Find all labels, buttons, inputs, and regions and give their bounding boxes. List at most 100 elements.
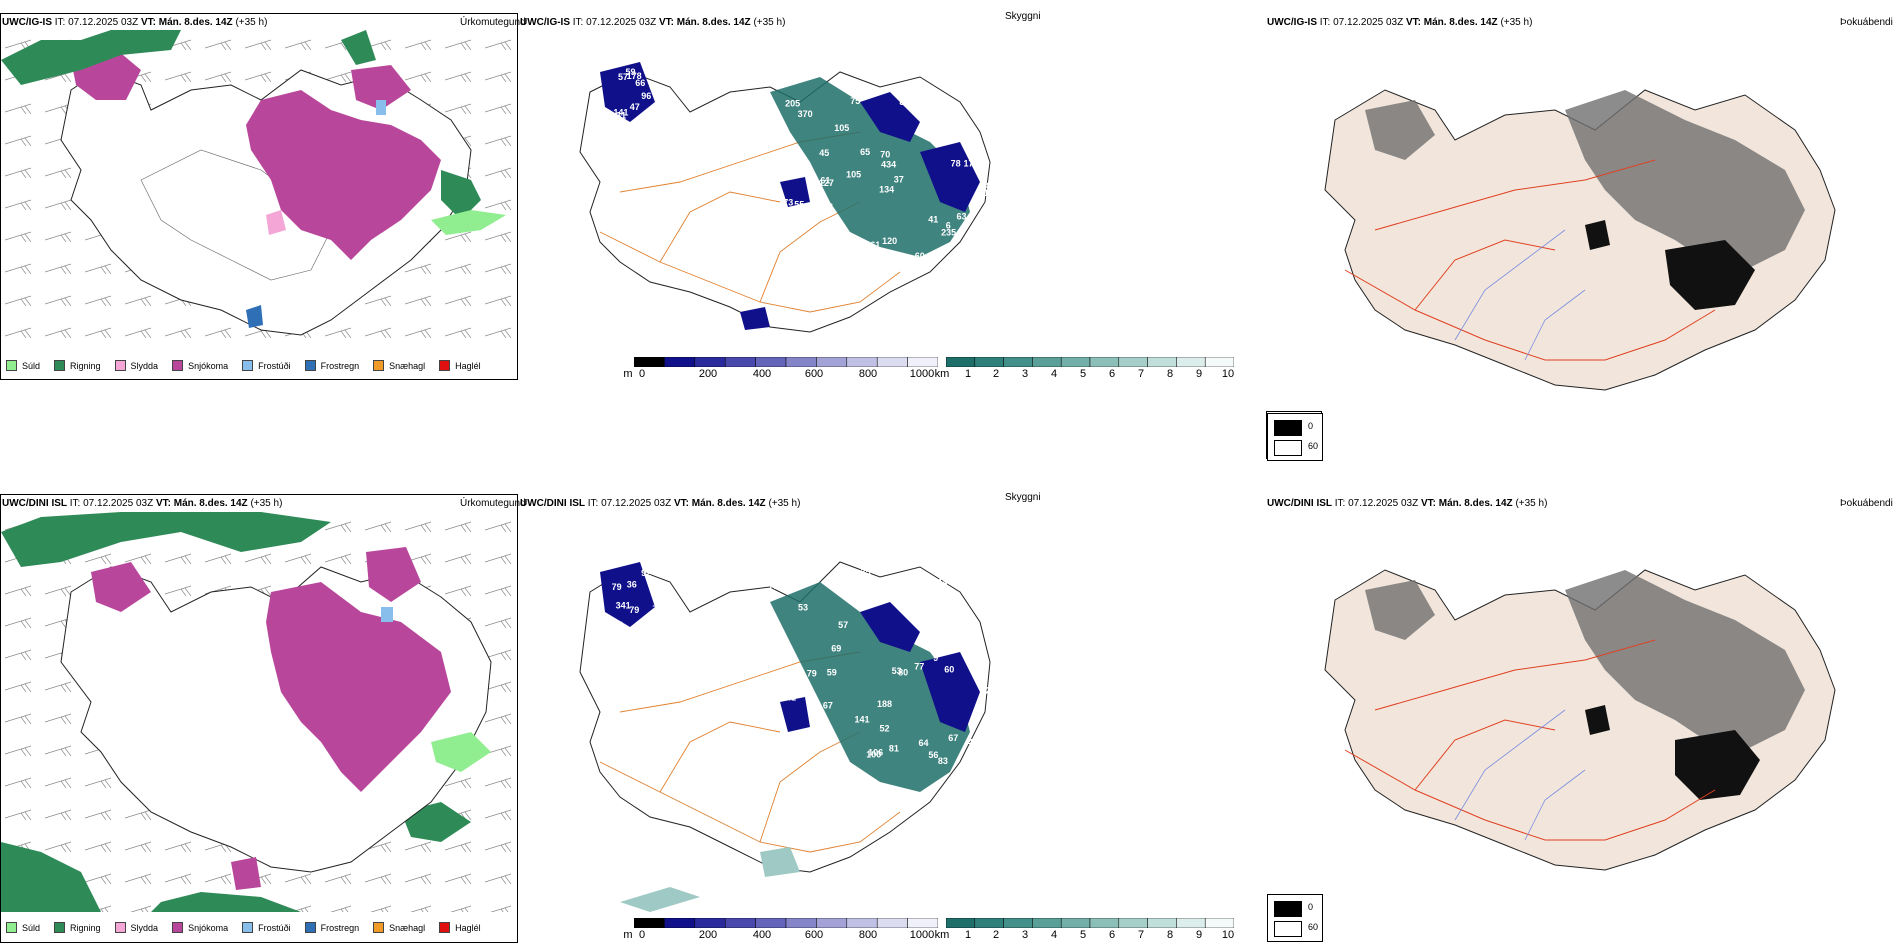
fog-key-light	[1274, 921, 1302, 937]
precip-freezing	[246, 100, 386, 328]
visibility-colorbar-labels: km 1 2 3 4 5 6 7 8 9 10	[934, 368, 1235, 380]
fog-header: UWC/DINI ISL IT: 07.12.2025 03Z VT: Mán.…	[1267, 498, 1548, 509]
visibility-value-label: 79	[807, 669, 817, 679]
height-colorbar-labels: m 0 200 400 600 800 1000	[623, 368, 935, 380]
height-colorbar	[634, 918, 938, 928]
colorbar-segment	[785, 918, 817, 928]
visibility-value-label: 52	[614, 544, 624, 554]
visibility-value-label: 31	[616, 111, 626, 121]
visibility-value-label: 71	[603, 545, 613, 555]
legend-swatch	[54, 922, 66, 933]
visibility-value-label: 172	[963, 159, 978, 169]
legend-swatch	[242, 360, 254, 371]
precip-panel-title: Úrkomutegund	[460, 498, 526, 509]
visibility-header: UWC/IG-IS IT: 07.12.2025 03Z VT: Mán. 8.…	[520, 17, 786, 28]
precip-map	[1, 30, 517, 350]
legend-item: Rigning	[54, 922, 101, 933]
colorbar-segment	[1204, 918, 1234, 928]
visibility-panel-title: Skyggni	[1005, 11, 1041, 22]
fog-header: UWC/IG-IS IT: 07.12.2025 03Z VT: Mán. 8.…	[1267, 17, 1533, 28]
visibility-value-label: 67	[948, 733, 958, 743]
legend-item: Frostúði	[242, 360, 291, 371]
visibility-value-label: 77	[914, 661, 924, 671]
height-high-area	[600, 562, 980, 732]
visibility-low-area-south	[620, 847, 800, 912]
visibility-value-label: 71	[769, 581, 779, 591]
visibility-value-label: 43	[763, 127, 773, 137]
visibility-value-label: 63	[956, 211, 966, 221]
visibility-value-label: 96	[641, 91, 651, 101]
visibility-value-label: 133	[596, 557, 611, 567]
visibility-value-label: 78	[951, 158, 961, 168]
height-colorbar	[634, 357, 938, 367]
visibility-value-label: 89	[899, 97, 909, 107]
legend-swatch	[54, 360, 66, 371]
visibility-value-label: 61	[590, 569, 600, 579]
colorbar-segment	[785, 357, 817, 367]
visibility-value-label: 43	[942, 622, 952, 632]
fog-key-dark	[1274, 901, 1302, 917]
precip-sleet	[266, 210, 286, 235]
colorbar-segment	[755, 918, 787, 928]
visibility-value-label: 62	[981, 685, 991, 695]
visibility-value-label: 57	[838, 620, 848, 630]
visibility-value-label: 64	[955, 247, 965, 257]
visibility-value-label: 61	[820, 176, 830, 186]
visibility-value-label: 75	[850, 96, 860, 106]
legend-swatch	[6, 922, 17, 933]
legend-swatch	[242, 922, 254, 933]
legend-swatch	[6, 360, 17, 371]
colorbar-segment	[634, 918, 665, 928]
legend-swatch	[304, 360, 316, 371]
visibility-value-label: 11	[976, 91, 986, 101]
visibility-value-label: 370	[798, 109, 813, 119]
colorbar-segment	[1089, 918, 1120, 928]
colorbar-segment	[1060, 357, 1091, 367]
visibility-colorbar-labels: km 1 2 3 4 5 6 7 8 9 10	[934, 929, 1235, 941]
colorbar-segment	[1032, 918, 1062, 928]
fog-key-dark	[1274, 420, 1302, 436]
precip-rain	[1, 30, 481, 220]
colorbar-segment	[664, 357, 696, 367]
visibility-panel-title: Skyggni	[1005, 492, 1041, 503]
visibility-value-label: 100	[866, 750, 881, 760]
visibility-value-label: 141	[854, 714, 869, 724]
visibility-value-label: 37	[894, 175, 904, 185]
precip-freezing	[381, 607, 393, 622]
visibility-value-label: 178	[627, 71, 642, 81]
legend-swatch	[172, 360, 184, 371]
visibility-value-label: 45	[932, 643, 942, 653]
visibility-value-label: 79	[612, 582, 622, 592]
visibility-value-label: 60	[915, 251, 925, 261]
fog-panel-title: Þokuábendi	[1840, 17, 1893, 28]
colorbar-segment	[816, 918, 848, 928]
colorbar-segment	[724, 357, 756, 367]
visibility-value-label: 66	[635, 78, 645, 88]
fog-map	[1324, 89, 1836, 391]
visibility-value-label: 88	[589, 97, 599, 107]
precip-snow	[71, 45, 441, 260]
visibility-value-label: 61	[983, 715, 993, 725]
visibility-value-label: 70	[880, 150, 890, 160]
visibility-value-label: 52	[879, 724, 889, 734]
visibility-value-label: 59	[625, 67, 635, 77]
colorbar-segment	[846, 357, 878, 367]
visibility-value-label: 64	[966, 238, 976, 248]
visibility-value-label: 74	[984, 103, 994, 113]
legend-swatch	[172, 922, 184, 933]
visibility-value-label: 105	[834, 123, 849, 133]
visibility-value-label: 120	[882, 236, 897, 246]
visibility-value-label: 59	[827, 668, 837, 678]
visibility-value-label: 46	[856, 580, 866, 590]
colorbar-segment	[1176, 918, 1206, 928]
colorbar-segment	[1118, 357, 1148, 367]
precip-panel-title: Úrkomutegund	[460, 17, 526, 28]
colorbar-segment	[1176, 357, 1206, 367]
colorbar-segment	[1060, 918, 1091, 928]
visibility-value-label: 93	[964, 92, 974, 102]
model-name: UWC/IG-IS	[2, 17, 52, 28]
visibility-value-label: 41	[928, 215, 938, 225]
legend-item: Haglél	[439, 360, 481, 371]
legend-item: Snæhagl	[373, 360, 425, 371]
